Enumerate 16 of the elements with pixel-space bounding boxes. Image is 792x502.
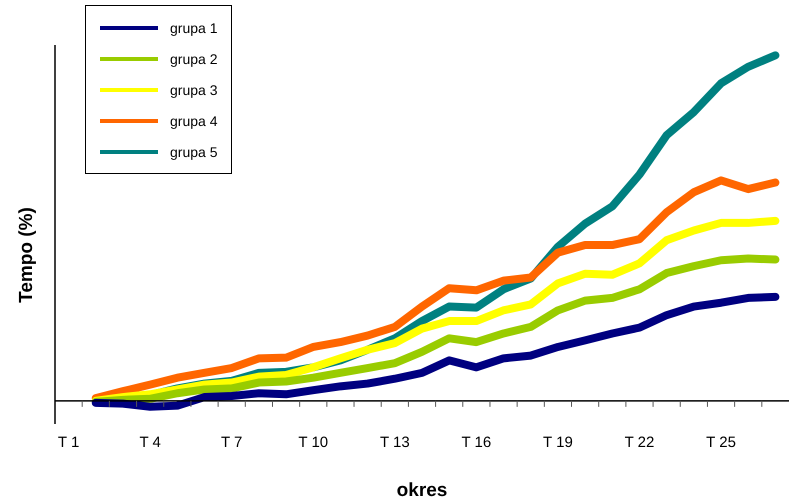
- x-tick-label: T 4: [139, 434, 161, 452]
- x-tick-label: T 13: [380, 434, 410, 452]
- legend-label: grupa 2: [170, 50, 218, 66]
- legend-label: grupa 4: [170, 112, 218, 128]
- legend-label: grupa 3: [170, 82, 218, 98]
- x-tick-label: T 1: [58, 434, 80, 452]
- legend-label: grupa 1: [170, 20, 218, 36]
- x-axis-title: okres: [396, 480, 448, 502]
- x-tick-label: T 25: [706, 434, 736, 452]
- y-axis-title: Tempo (%): [16, 207, 38, 303]
- legend-label: grupa 5: [170, 144, 218, 160]
- x-tick-label: T 10: [298, 434, 328, 452]
- x-tick-label: T 19: [543, 434, 573, 452]
- x-tick-label: T 22: [624, 434, 654, 452]
- x-tick-label: T 7: [221, 434, 242, 452]
- x-tick-label: T 16: [461, 434, 492, 452]
